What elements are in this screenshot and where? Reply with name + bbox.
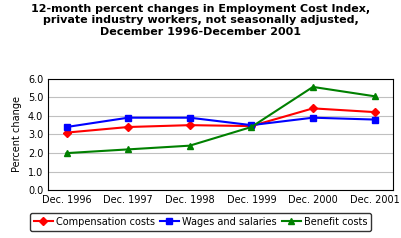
- Wages and salaries: [64, 126, 69, 129]
- Benefit costs: [64, 152, 69, 154]
- Compensation costs: [310, 107, 315, 110]
- Wages and salaries: [187, 116, 192, 119]
- Line: Wages and salaries: Wages and salaries: [63, 114, 378, 130]
- Line: Benefit costs: Benefit costs: [63, 84, 378, 157]
- Legend: Compensation costs, Wages and salaries, Benefit costs: Compensation costs, Wages and salaries, …: [30, 213, 371, 231]
- Wages and salaries: [310, 116, 315, 119]
- Wages and salaries: [126, 116, 131, 119]
- Compensation costs: [249, 125, 254, 128]
- Benefit costs: [310, 85, 315, 88]
- Benefit costs: [372, 95, 377, 98]
- Benefit costs: [126, 148, 131, 151]
- Benefit costs: [249, 126, 254, 129]
- Compensation costs: [64, 131, 69, 134]
- Text: 12-month percent changes in Employment Cost Index,
private industry workers, not: 12-month percent changes in Employment C…: [31, 4, 370, 37]
- Wages and salaries: [372, 118, 377, 121]
- Compensation costs: [126, 126, 131, 129]
- Y-axis label: Percent change: Percent change: [12, 96, 22, 173]
- Wages and salaries: [249, 124, 254, 127]
- Benefit costs: [187, 144, 192, 147]
- Compensation costs: [372, 111, 377, 114]
- Line: Compensation costs: Compensation costs: [64, 106, 377, 135]
- Compensation costs: [187, 124, 192, 127]
